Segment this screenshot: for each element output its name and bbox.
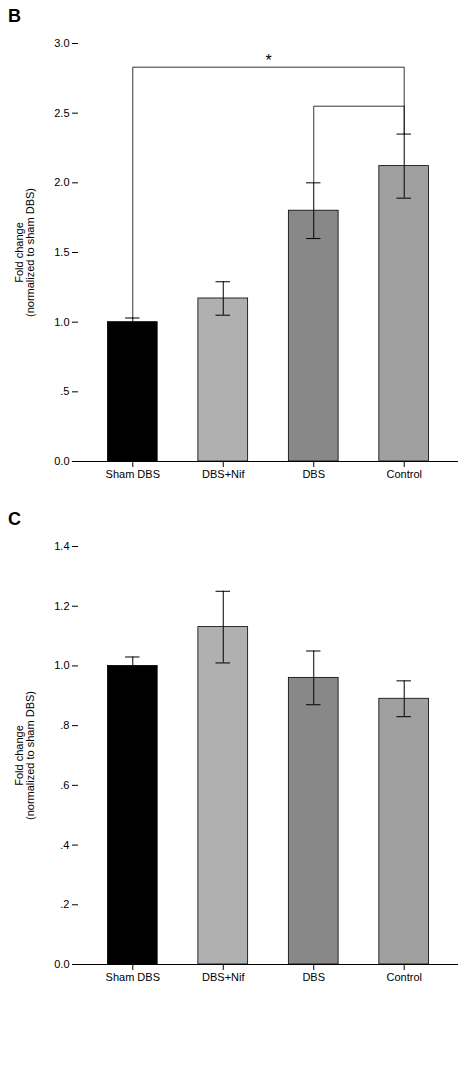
html-text:B: B bbox=[8, 6, 21, 26]
svg-text:1.0: 1.0 bbox=[54, 316, 69, 328]
svg-text:1.0: 1.0 bbox=[54, 659, 69, 671]
svg-text:.2: .2 bbox=[60, 898, 69, 910]
svg-text:1.2: 1.2 bbox=[54, 600, 69, 612]
svg-text:DBS: DBS bbox=[302, 468, 325, 480]
svg-text:Sham DBS: Sham DBS bbox=[106, 468, 160, 480]
svg-text:.4: .4 bbox=[60, 839, 69, 851]
svg-text:1.5: 1.5 bbox=[54, 246, 69, 258]
svg-text:DBS+Nif: DBS+Nif bbox=[202, 971, 245, 983]
svg-text:Fold change(normalized to sham: Fold change(normalized to sham DBS) bbox=[13, 188, 36, 317]
svg-text:0.0: 0.0 bbox=[54, 455, 69, 467]
svg-text:3.0: 3.0 bbox=[54, 37, 69, 49]
svg-text:Sham DBS: Sham DBS bbox=[106, 971, 160, 983]
svg-text:.5: .5 bbox=[60, 385, 69, 397]
svg-text:1.4: 1.4 bbox=[54, 540, 69, 552]
svg-text:Control: Control bbox=[386, 468, 421, 480]
svg-text:Control: Control bbox=[386, 971, 421, 983]
svg-text:0.0: 0.0 bbox=[54, 958, 69, 970]
svg-text:2.0: 2.0 bbox=[54, 176, 69, 188]
svg-text:.6: .6 bbox=[60, 779, 69, 791]
svg-text:Fold change(normalized to sham: Fold change(normalized to sham DBS) bbox=[13, 691, 36, 820]
svg-text:2.5: 2.5 bbox=[54, 107, 69, 119]
svg-text:.8: .8 bbox=[60, 719, 69, 731]
svg-text:*: * bbox=[265, 52, 271, 69]
svg-text:DBS: DBS bbox=[302, 971, 325, 983]
svg-text:DBS+Nif: DBS+Nif bbox=[202, 468, 245, 480]
html-text:C: C bbox=[8, 509, 21, 529]
